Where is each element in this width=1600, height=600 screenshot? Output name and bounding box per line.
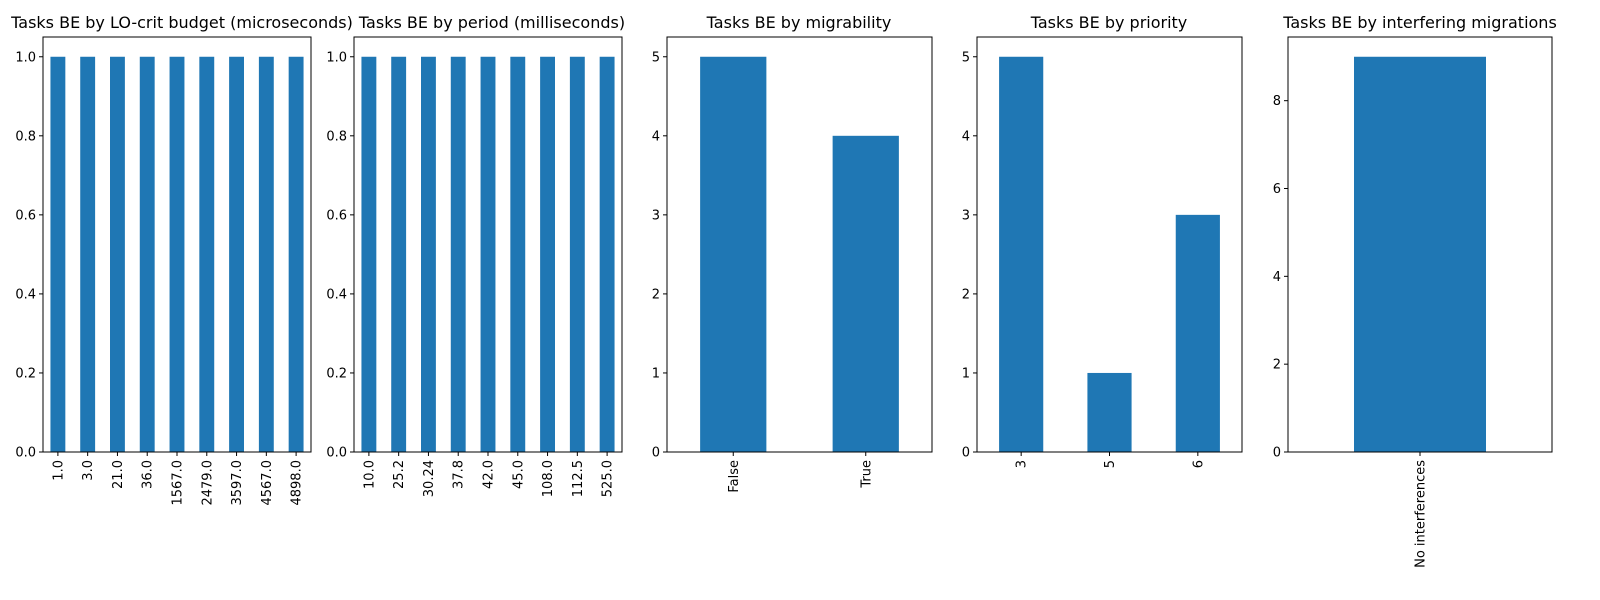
- y-tick-label: 1: [962, 366, 970, 381]
- bar: [569, 56, 585, 453]
- x-tick-label: 25.2: [392, 460, 407, 489]
- y-tick-label: 1.0: [326, 50, 347, 65]
- bar: [1087, 372, 1132, 452]
- subplot-priority: Tasks BE by priority 0 1 2 3 4 5 3 5 6: [962, 13, 1243, 468]
- bar: [480, 56, 496, 453]
- y-tick-label: 0: [962, 446, 970, 461]
- x-tick-label: 1567.0: [171, 460, 186, 506]
- x-tick-label: 3.0: [81, 460, 96, 481]
- y-tick-label: 1: [652, 366, 660, 381]
- bar: [599, 56, 615, 453]
- y-tick-label: 0.0: [15, 446, 36, 461]
- bar: [288, 56, 304, 453]
- x-tick-label: 21.0: [111, 460, 126, 489]
- bar: [700, 56, 767, 453]
- x-tick-label: 525.0: [601, 460, 616, 497]
- y-tick-label: 0.2: [326, 366, 347, 381]
- x-tick-label: 6: [1191, 460, 1206, 468]
- bar: [169, 56, 185, 453]
- x-tick-label: 42.0: [482, 460, 497, 489]
- bar: [421, 56, 436, 453]
- x-tick-label: 1.0: [51, 460, 66, 481]
- x-tick-label: 45.0: [511, 460, 526, 489]
- y-tick-label: 0.4: [15, 287, 36, 302]
- y-tick-label: 0: [652, 446, 660, 461]
- x-tick-label: 4898.0: [290, 460, 305, 506]
- y-tick-label: 3: [652, 208, 660, 223]
- bar: [199, 56, 215, 453]
- y-tick-label: 0: [1273, 446, 1281, 461]
- y-tick-label: 4: [652, 129, 660, 144]
- x-tick-label: 30.24: [422, 460, 437, 497]
- x-tick-label: True: [859, 460, 874, 489]
- y-tick-label: 0.6: [15, 208, 36, 223]
- y-tick-label: 2: [1273, 358, 1281, 373]
- x-tick-label: 5: [1103, 460, 1118, 468]
- x-tick-label: 108.0: [541, 460, 556, 497]
- y-tick-label: 0.4: [326, 287, 347, 302]
- subplot-migrability: Tasks BE by migrability 0 1 2 3 4 5 False True: [652, 13, 933, 493]
- bar: [832, 135, 899, 453]
- y-tick-label: 3: [962, 208, 970, 223]
- y-tick-label: 0.6: [326, 208, 347, 223]
- bar: [139, 56, 155, 453]
- y-tick-label: 2: [652, 287, 660, 302]
- y-tick-label: 2: [962, 287, 970, 302]
- bar: [510, 56, 526, 453]
- x-tick-label: 2479.0: [200, 460, 215, 506]
- chart-title: Tasks BE by priority: [1030, 13, 1188, 32]
- x-tick-label: 36.0: [141, 460, 156, 489]
- bar: [80, 56, 96, 453]
- y-tick-label: 0.0: [326, 446, 347, 461]
- bar: [999, 56, 1044, 453]
- x-tick-label: 3: [1015, 460, 1030, 468]
- x-tick-label: 3597.0: [230, 460, 245, 506]
- axes-frame: [666, 36, 933, 453]
- subplot-period: Tasks BE by period (milliseconds) 0.0 0.2…: [326, 13, 625, 497]
- x-tick-label: No interferences: [1414, 460, 1429, 568]
- chart-title: Tasks BE by interfering migrations: [1282, 13, 1557, 32]
- x-tick-label: False: [727, 460, 742, 493]
- y-tick-label: 8: [1273, 94, 1281, 109]
- chart-title: Tasks BE by LO-crit budget (microseconds…: [10, 13, 353, 32]
- bar: [1175, 214, 1220, 452]
- bar: [50, 56, 66, 453]
- x-tick-label: 10.0: [362, 460, 377, 489]
- bar: [361, 56, 377, 453]
- subplot-interfering-migrations: Tasks BE by interfering migrations 0 2 4 6 8…: [1273, 13, 1557, 568]
- bar: [540, 56, 555, 453]
- y-tick-label: 1.0: [15, 50, 36, 65]
- bar: [391, 56, 407, 453]
- y-tick-label: 4: [962, 129, 970, 144]
- bar: [258, 56, 274, 453]
- bar: [450, 56, 466, 453]
- y-tick-label: 0.8: [15, 129, 36, 144]
- x-tick-label: 112.5: [571, 460, 586, 497]
- bar: [229, 56, 244, 453]
- x-tick-label: 4567.0: [260, 460, 275, 506]
- bar: [1354, 56, 1486, 453]
- subplot-lo-crit-budget: Tasks BE by LO-crit budget (microseconds…: [10, 13, 353, 506]
- y-tick-label: 4: [1273, 270, 1281, 285]
- chart-title: Tasks BE by period (milliseconds): [358, 13, 625, 32]
- y-tick-label: 0.8: [326, 129, 347, 144]
- chart-title: Tasks BE by migrability: [706, 13, 892, 32]
- y-tick-label: 5: [652, 50, 660, 65]
- x-tick-label: 37.8: [452, 460, 467, 489]
- y-tick-label: 0.2: [15, 366, 36, 381]
- bar: [110, 56, 125, 453]
- y-tick-label: 5: [962, 50, 970, 65]
- y-tick-label: 6: [1273, 182, 1281, 197]
